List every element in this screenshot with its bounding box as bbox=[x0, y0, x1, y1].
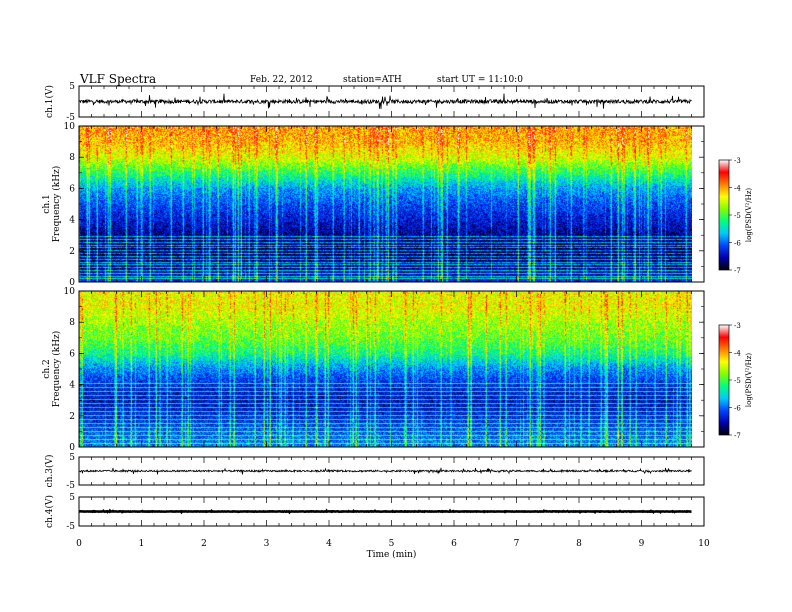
ch1-spectrogram-ytick-label: 2 bbox=[69, 247, 75, 257]
ch1-spectrogram-ytick-label: 4 bbox=[69, 216, 75, 226]
ch1-spectrogram-ytick-label: 8 bbox=[69, 153, 75, 163]
ch2-spectrogram-colorbar-tick: -3 bbox=[734, 322, 741, 330]
xtick-label: 6 bbox=[451, 539, 457, 549]
ch2-spectrogram-colorbar-label: log(PSD(V²/Hz) bbox=[745, 353, 753, 408]
ch1-spectrogram-channel-label: ch.1 bbox=[42, 194, 52, 213]
ch1-spectrogram-colorbar-tick: -6 bbox=[734, 240, 741, 248]
ch1-spectrogram-colorbar bbox=[718, 159, 730, 271]
ch3-waveform-trace bbox=[78, 467, 692, 475]
ch2-spectrogram-ylabel: Frequency (kHz) bbox=[51, 331, 62, 408]
ch1-spectrogram-colorbar-label: log(PSD(V²/Hz) bbox=[745, 188, 753, 243]
ch1-spectrogram-colorbar-tick: -7 bbox=[734, 267, 741, 275]
ch2-spectrogram-ytick-label: 10 bbox=[64, 287, 76, 297]
ch3-waveform-ylabel: ch.3(V) bbox=[44, 455, 55, 488]
ch3-waveform-ytick-label: -5 bbox=[66, 481, 75, 491]
figure-title: VLF Spectra bbox=[80, 72, 157, 86]
xtick-label: 3 bbox=[264, 539, 270, 549]
ch2-spectrogram-colorbar-tick: -5 bbox=[734, 377, 741, 385]
ch2-spectrogram-colorbar-tick: -4 bbox=[734, 350, 741, 358]
ch1-spectrogram-colorbar-tick: -4 bbox=[734, 185, 741, 193]
ch2-spectrogram-colorbar bbox=[718, 324, 730, 436]
ch1-spectrogram-ytick-label: 10 bbox=[64, 122, 76, 132]
ch2-spectrogram-ytick-label: 2 bbox=[69, 412, 75, 422]
ch4-waveform-ytick-label: 5 bbox=[69, 493, 75, 503]
ch2-spectrogram-ytick-label: 4 bbox=[69, 381, 75, 391]
xtick-label: 4 bbox=[326, 539, 332, 549]
xtick-label: 2 bbox=[201, 539, 207, 549]
x-axis-label: Time (min) bbox=[367, 549, 417, 560]
xtick-label: 0 bbox=[76, 539, 82, 549]
ch1-spectrogram-colorbar-tick: -5 bbox=[734, 212, 741, 220]
ch4-waveform-trace bbox=[78, 508, 692, 515]
ch2-spectrogram-colorbar-tick: -6 bbox=[734, 405, 741, 413]
ch2-spectrogram-image bbox=[79, 291, 692, 447]
xtick-label: 7 bbox=[514, 539, 520, 549]
xtick-label: 9 bbox=[639, 539, 645, 549]
ch1-spectrogram-ytick-label: 0 bbox=[69, 278, 75, 288]
station-label: station=ATH bbox=[343, 75, 402, 85]
ch2-spectrogram-channel-label: ch.2 bbox=[42, 359, 52, 378]
ch4-waveform-ylabel: ch.4(V) bbox=[44, 495, 55, 528]
ch2-spectrogram-ytick-label: 8 bbox=[69, 318, 75, 328]
ch1-waveform-ylabel: ch.1(V) bbox=[44, 85, 55, 118]
ch2-spectrogram-colorbar-tick: -7 bbox=[734, 432, 741, 440]
ch1-waveform-ytick-label: -5 bbox=[66, 113, 75, 123]
date-label: Feb. 22, 2012 bbox=[250, 75, 313, 85]
ch1-spectrogram-ylabel: Frequency (kHz) bbox=[51, 166, 62, 243]
xtick-label: 1 bbox=[139, 539, 145, 549]
ch1-spectrogram-ytick-label: 6 bbox=[69, 184, 75, 194]
ch2-spectrogram-ytick-label: 0 bbox=[69, 443, 75, 453]
start-time-label: start UT = 11:10:0 bbox=[437, 75, 523, 85]
xtick-label: 5 bbox=[389, 539, 395, 549]
ch1-spectrogram-colorbar-tick: -3 bbox=[734, 157, 741, 165]
xtick-label: 8 bbox=[576, 539, 582, 549]
xtick-label: 10 bbox=[698, 539, 710, 549]
ch3-waveform-ytick-label: 5 bbox=[69, 453, 75, 463]
ch4-waveform-ytick-label: -5 bbox=[66, 522, 75, 532]
ch1-waveform-ytick-label: 5 bbox=[69, 82, 75, 92]
ch1-spectrogram-image bbox=[79, 126, 692, 282]
ch2-spectrogram-ytick-label: 6 bbox=[69, 349, 75, 359]
ch1-waveform-trace bbox=[78, 93, 692, 110]
